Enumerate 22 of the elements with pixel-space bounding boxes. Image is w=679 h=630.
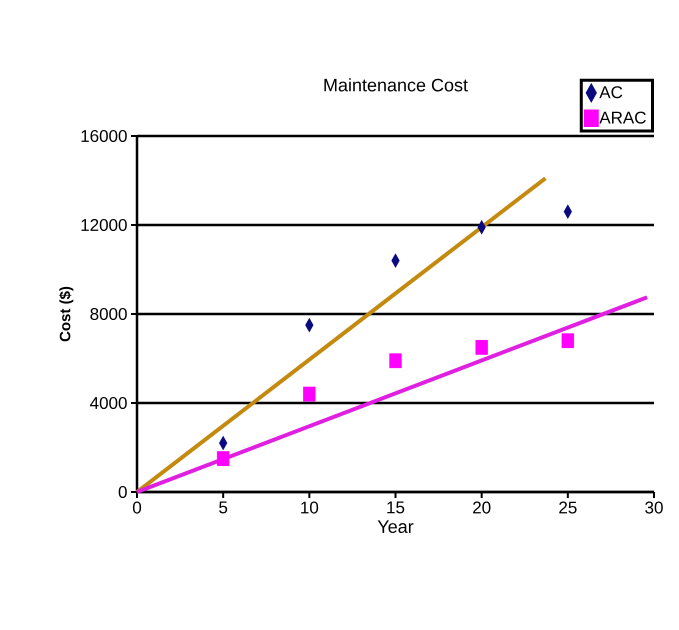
point	[562, 333, 574, 348]
x-tick-label: 15	[387, 502, 404, 514]
legend-label: ARAC	[599, 112, 646, 124]
point	[303, 386, 316, 402]
x-axis-title: Year	[378, 520, 414, 533]
x-tick-label: 20	[473, 502, 490, 514]
x-tick-label: 10	[301, 502, 318, 514]
point	[389, 353, 402, 368]
y-tick-label: 16000	[82, 130, 127, 142]
x-tick-label: 0	[132, 502, 142, 514]
chart-title: Maintenance Cost	[324, 78, 468, 92]
y-axis-title: Cost ($)	[59, 286, 74, 342]
legend-label: AC	[599, 86, 622, 98]
x-tick-label: 30	[645, 502, 663, 514]
point	[475, 340, 488, 355]
y-tick-label: 4000	[90, 396, 127, 410]
y-tick-label: 8000	[90, 308, 127, 320]
point	[216, 451, 230, 466]
x-tick-label: 25	[559, 502, 577, 514]
x-tick-label: 5	[219, 502, 228, 514]
y-tick-label: 0	[118, 486, 127, 498]
y-tick-label: 12000	[82, 218, 127, 232]
